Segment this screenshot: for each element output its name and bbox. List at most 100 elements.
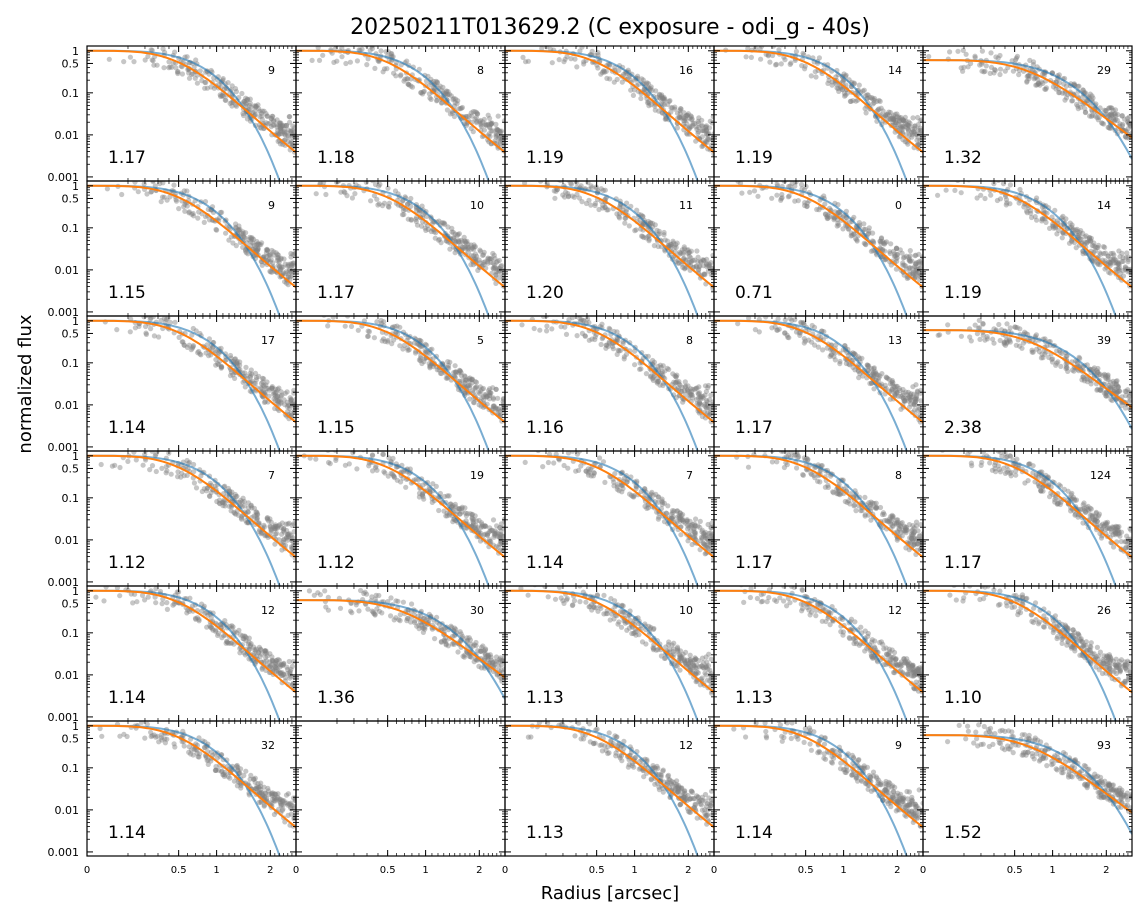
panel: 10.5 0.1 0.01 0.001 1.15 9 (48, 180, 297, 319)
data-point (469, 253, 475, 259)
data-point (1043, 85, 1049, 91)
data-point (684, 131, 690, 137)
data-point (988, 192, 994, 198)
data-point (278, 120, 284, 126)
data-point (121, 59, 127, 65)
data-point (866, 225, 872, 231)
data-point (688, 114, 695, 120)
data-point (456, 106, 462, 112)
moffat-model-line (505, 49, 714, 154)
data-point (703, 128, 709, 134)
data-point (1083, 109, 1089, 115)
gaussian-model-line (505, 49, 699, 181)
data-point (900, 137, 906, 143)
data-point (276, 264, 282, 270)
data-point (898, 115, 904, 121)
data-point (841, 71, 847, 77)
data-point (1099, 120, 1105, 126)
data-point (217, 92, 223, 98)
data-point (1119, 113, 1125, 119)
data-point (599, 69, 606, 75)
data-point (785, 194, 792, 200)
data-point (576, 195, 583, 201)
data-point (279, 131, 285, 137)
data-point (285, 274, 291, 280)
data-point (840, 78, 846, 84)
data-point (968, 60, 974, 67)
data-point (1114, 117, 1120, 123)
data-point (271, 118, 277, 124)
data-point (367, 47, 373, 53)
data-point (840, 87, 846, 93)
data-point (465, 246, 471, 252)
data-point (659, 95, 666, 101)
data-point (688, 113, 694, 119)
data-point (253, 374, 259, 381)
data-point (172, 49, 178, 55)
data-point (850, 98, 856, 104)
data-point (1082, 239, 1088, 245)
data-point (773, 181, 779, 183)
data-point (621, 71, 627, 77)
data-point (188, 347, 194, 353)
data-point (281, 126, 287, 132)
data-point (955, 181, 961, 183)
data-point (277, 267, 283, 273)
data-point (1070, 98, 1076, 104)
data-point (885, 116, 891, 123)
data-point (399, 198, 406, 204)
data-point (522, 309, 527, 314)
data-point (248, 243, 254, 249)
data-point (909, 130, 915, 136)
data-point (290, 262, 296, 268)
data-point (907, 120, 913, 126)
data-point (369, 46, 375, 49)
data-point (249, 236, 255, 242)
data-point (419, 91, 426, 97)
data-point (501, 142, 505, 148)
data-point (167, 194, 173, 200)
data-point (282, 261, 288, 267)
data-point (702, 383, 709, 389)
data-point (1013, 57, 1019, 63)
data-point (745, 46, 751, 52)
data-point (428, 96, 434, 102)
data-point (643, 81, 650, 87)
data-point (662, 97, 668, 103)
data-point (1082, 106, 1088, 112)
data-point (912, 125, 918, 131)
data-point (259, 113, 265, 119)
x-axis-label: Radius [arcsec] (541, 883, 679, 904)
data-point (290, 251, 296, 257)
y-tick-label: 0.5 (62, 327, 80, 340)
data-point (683, 113, 690, 119)
data-point (219, 209, 225, 215)
data-point (891, 113, 897, 119)
data-point (427, 82, 433, 88)
data-point (1024, 73, 1030, 80)
data-point (1120, 121, 1126, 127)
data-point (467, 375, 473, 381)
data-point (1106, 124, 1112, 131)
data-point (493, 132, 499, 138)
data-point (1057, 89, 1063, 96)
data-point (365, 56, 371, 62)
data-point (1089, 93, 1095, 99)
data-point (892, 251, 898, 257)
data-point (291, 260, 296, 266)
data-point (913, 132, 919, 138)
data-point (364, 46, 366, 47)
data-point (703, 124, 709, 130)
fwhm-label: 1.17 (317, 283, 355, 303)
data-point (184, 54, 190, 60)
data-point (479, 395, 485, 401)
data-point (408, 217, 414, 223)
data-point (149, 57, 155, 63)
data-point (901, 118, 907, 124)
data-point (476, 257, 482, 263)
data-point (248, 104, 254, 110)
data-point (622, 220, 628, 226)
data-point (534, 307, 539, 312)
data-point (246, 102, 253, 109)
